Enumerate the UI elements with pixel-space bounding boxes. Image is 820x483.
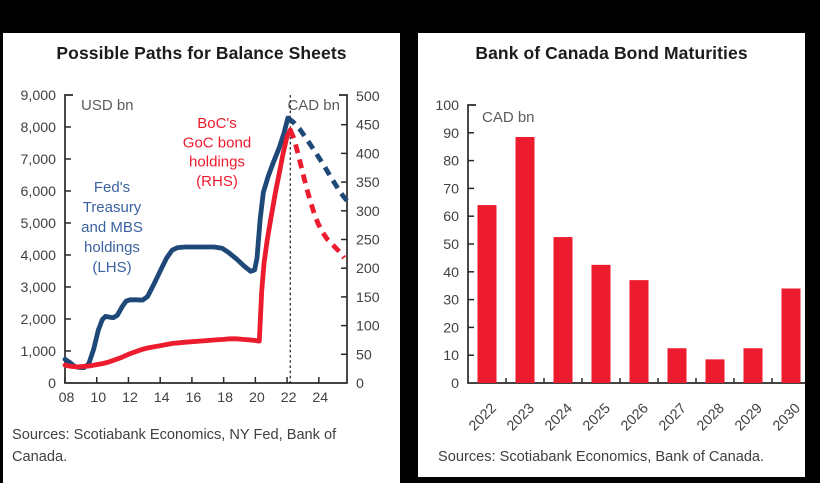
right-axis-tick-label: 400 <box>356 146 380 162</box>
right-axis-tick-label: 500 <box>356 89 380 105</box>
y-axis-tick-label: 30 <box>443 293 459 309</box>
y-axis-tick-label: 60 <box>443 209 459 225</box>
fed-annotation-line: Treasury <box>83 199 142 216</box>
x-axis-tick-label: 12 <box>122 390 138 406</box>
bond-maturities-sources: Sources: Scotiabank Economics, Bank of C… <box>438 449 765 465</box>
balance-sheets-line-chart: 0 1,000 2,000 3,000 4,000 5,000 6,000 7,000 8,00… <box>20 88 380 406</box>
left-axis-tick-label: 3,000 <box>20 280 56 296</box>
y-axis-tick-label: 50 <box>443 237 459 253</box>
boc-annotation-line: (RHS) <box>196 173 238 190</box>
maturity-bar <box>743 348 763 383</box>
fed-annotation-line: holdings <box>84 239 140 256</box>
fed-annotation-line: (LHS) <box>92 259 131 276</box>
x-axis-tick-label: 16 <box>186 390 202 406</box>
boc-annotation-line: GoC bond <box>183 134 251 151</box>
y-axis-tick-label: 0 <box>451 376 459 392</box>
fed-line-projection <box>286 116 350 203</box>
balance-sheets-chart-title: Possible Paths for Balance Sheets <box>56 43 347 63</box>
fed-annotation-line: Fed's <box>94 179 130 196</box>
bar-year-label: 2027 <box>656 400 690 434</box>
bar-year-label: 2024 <box>542 400 576 434</box>
bar-year-label: 2022 <box>466 400 500 434</box>
left-axis-tick-label: 2,000 <box>20 312 56 328</box>
left-axis-tick-label: 9,000 <box>20 88 56 104</box>
fed-annotation-line: and MBS <box>81 219 143 236</box>
left-axis-tick-label: 5,000 <box>20 216 56 232</box>
right-axis-tick-label: 250 <box>356 233 380 249</box>
maturity-bar <box>781 288 801 383</box>
maturity-bar <box>591 264 611 383</box>
bar-year-label: 2030 <box>770 400 804 434</box>
left-axis-tick-label: 4,000 <box>20 248 56 264</box>
y-axis-tick-label: 20 <box>443 320 459 336</box>
x-axis-tick-label: 08 <box>59 390 75 406</box>
y-axis-tick-label: 100 <box>435 98 459 114</box>
y-axis-tick-label: 10 <box>443 348 459 364</box>
x-axis-tick-label: 14 <box>154 390 170 406</box>
bond-maturities-chart-title: Bank of Canada Bond Maturities <box>475 43 748 63</box>
boc-line-projection <box>288 128 347 260</box>
right-axis-tick-label: 0 <box>356 376 364 392</box>
maturity-bar <box>629 280 649 383</box>
fed-line-solid <box>62 115 291 371</box>
maturity-bar <box>705 359 725 383</box>
left-axis-tick-label: 0 <box>48 376 56 392</box>
bar-year-label: 2029 <box>732 400 766 434</box>
maturity-bar <box>515 136 535 383</box>
boc-annotation-line: BoC's <box>197 115 237 132</box>
bar-year-label: 2025 <box>580 400 614 434</box>
maturity-bar <box>553 237 573 383</box>
balance-sheets-chart-panel: Possible Paths for Balance Sheets 0 1,000… <box>3 33 400 483</box>
axis-frame <box>64 94 348 384</box>
right-axis-tick-label: 100 <box>356 319 380 335</box>
left-axis-tick-label: 7,000 <box>20 152 56 168</box>
right-axis-tick-label: 200 <box>356 261 380 277</box>
usd-bn-unit-label: USD bn <box>81 97 134 114</box>
balance-sheets-sources: Sources: Scotiabank Economics, NY Fed, B… <box>12 427 337 465</box>
left-axis-tick-label: 6,000 <box>20 184 56 200</box>
x-axis-tick-label: 22 <box>281 390 297 406</box>
right-axis-tick-label: 50 <box>356 347 372 363</box>
y-axis-tick-label: 80 <box>443 154 459 170</box>
right-axis-tick-label: 350 <box>356 175 380 191</box>
bar-year-label: 2028 <box>694 400 728 434</box>
x-axis-tick-label: 18 <box>217 390 233 406</box>
boc-annotation-line: holdings <box>189 154 245 171</box>
cad-bn-unit-label: CAD bn <box>287 97 340 114</box>
bar-year-label: 2023 <box>504 400 538 434</box>
maturity-bar <box>667 348 687 383</box>
maturity-bar <box>477 205 497 383</box>
x-axis-tick-label: 10 <box>90 390 106 406</box>
left-axis-tick-label: 8,000 <box>20 120 56 136</box>
right-axis-tick-label: 150 <box>356 290 380 306</box>
y-axis-tick-label: 90 <box>443 126 459 142</box>
right-axis-tick-label: 300 <box>356 204 380 220</box>
left-axis-tick-label: 1,000 <box>20 344 56 360</box>
x-axis-tick-label: 20 <box>249 390 265 406</box>
x-axis-tick-label: 24 <box>312 390 328 406</box>
cad-bn-unit-label: CAD bn <box>482 109 535 126</box>
y-axis-tick-label: 70 <box>443 181 459 197</box>
bond-maturities-chart-panel: Bank of Canada Bond Maturities 0 10 20 30 40… <box>418 33 805 477</box>
right-axis-tick-label: 450 <box>356 118 380 134</box>
y-axis-tick-label: 40 <box>443 265 459 281</box>
boc-line-solid <box>62 127 293 370</box>
bar-year-label: 2026 <box>618 400 652 434</box>
